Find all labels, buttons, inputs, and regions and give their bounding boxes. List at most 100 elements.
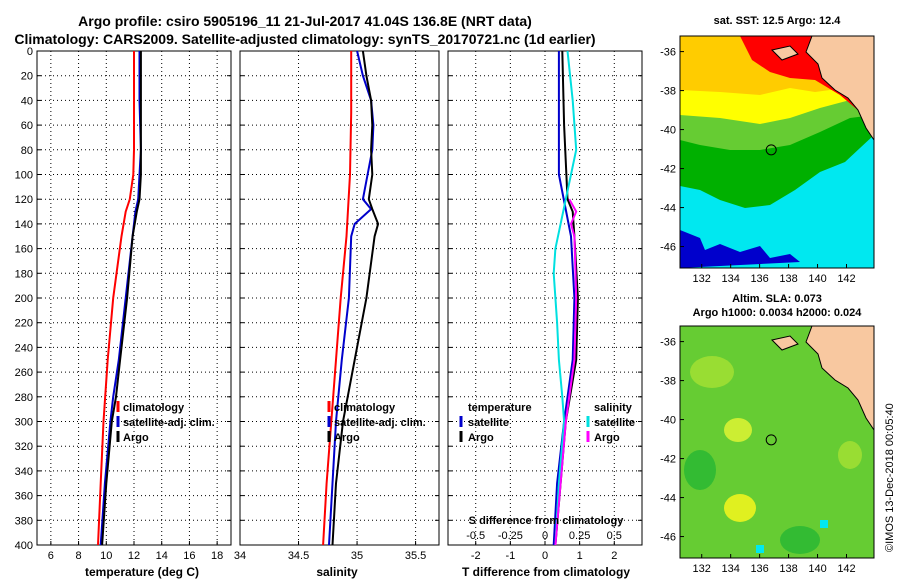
x-tick-label: 35.5 [405, 550, 426, 562]
y-tick-label: 80 [21, 145, 33, 157]
legend-climatology: climatology [123, 402, 185, 414]
map-x-tick-label: 136 [750, 563, 768, 575]
legend-salinity-header: salinity [594, 402, 633, 414]
series-line [331, 50, 380, 546]
map-y-tick-label: -36 [660, 47, 676, 59]
sla-map-panel: Altim. SLA: 0.073 Argo h1000: 0.0034 h20… [660, 293, 875, 575]
y-tick-label: 260 [15, 367, 33, 379]
sst-map-panel: sat. SST: 12.5 Argo: 12.4 132 134 136 138 14… [660, 15, 875, 285]
title-line-1: Argo profile: csiro 5905196_11 21-Jul-20… [78, 13, 532, 29]
y-tick-label: 200 [15, 293, 33, 305]
legend-satellite-adj: satellite-adj. clim. [123, 417, 215, 429]
map-y-tick-label: -40 [660, 125, 676, 137]
map-y-tick-label: -38 [660, 86, 676, 98]
legend-argo: Argo [123, 432, 149, 444]
salinity-xlabel: salinity [316, 565, 358, 579]
map-y-tick-label: -46 [660, 242, 676, 254]
legend-temperature-header: temperature [468, 402, 532, 414]
s-diff-label: S difference from climatology [469, 515, 625, 527]
salinity-panel: 34 34.5 35 35.5 salinity climatology satell… [234, 50, 440, 579]
sst-argo-marker [765, 144, 777, 156]
series-line [101, 51, 142, 546]
legend-t-satellite: satellite [468, 417, 509, 429]
map-y-tick-label: -36 [660, 337, 676, 349]
legend-argo-2: Argo [334, 432, 360, 444]
x-tick-label: 8 [76, 550, 82, 562]
map-x-tick-label: 136 [750, 273, 768, 285]
x-tick-label: -2 [471, 550, 481, 562]
map-x-tick-label: 132 [693, 563, 711, 575]
map-x-tick-label: 132 [693, 273, 711, 285]
legend-s-argo: Argo [594, 432, 620, 444]
y-tick-label: 40 [21, 95, 33, 107]
map-y-tick-label: -42 [660, 164, 676, 176]
difference-legend: temperature satellite Argo salinity sate… [459, 402, 635, 444]
x-top-tick-label: 0.5 [607, 530, 622, 542]
x-tick-label: 34 [234, 550, 246, 562]
imos-watermark: ©IMOS 13-Dec-2018 00:05:40 [884, 403, 896, 552]
map-x-tick-label: 140 [808, 273, 826, 285]
map-y-tick-label: -42 [660, 454, 676, 466]
x-tick-label: 0 [542, 550, 548, 562]
series-line [554, 198, 578, 546]
series-line [552, 50, 578, 546]
y-tick-label: 120 [15, 194, 33, 206]
sla-map-title-1: Altim. SLA: 0.073 [732, 293, 822, 305]
x-tick-label: 18 [211, 550, 223, 562]
legend-s-satellite: satellite [594, 417, 635, 429]
y-tick-label: 0 [27, 46, 33, 58]
map-y-tick-label: -44 [660, 203, 676, 215]
x-tick-label: 16 [183, 550, 195, 562]
y-tick-label: 240 [15, 342, 33, 354]
temperature-legend: climatology satellite-adj. clim. Argo [116, 401, 215, 444]
legend-climatology-2: climatology [334, 402, 396, 414]
legend-t-argo: Argo [468, 432, 494, 444]
y-tick-label: 320 [15, 441, 33, 453]
sla-map-title-2: Argo h1000: 0.0034 h2000: 0.024 [693, 307, 863, 319]
y-tick-label: 280 [15, 392, 33, 404]
y-tick-label: 100 [15, 170, 33, 182]
y-tick-label: 180 [15, 268, 33, 280]
map-x-tick-label: 142 [837, 273, 855, 285]
y-tick-label: 340 [15, 466, 33, 478]
y-tick-label: 300 [15, 417, 33, 429]
y-tick-label: 360 [15, 491, 33, 503]
series-line [97, 51, 135, 546]
y-tick-label: 400 [15, 540, 33, 552]
sla-argo-marker [765, 434, 777, 446]
legend-satellite-adj-2: satellite-adj. clim. [334, 417, 426, 429]
x-tick-label: 1 [577, 550, 583, 562]
sla-field [680, 326, 874, 558]
series-line [322, 51, 353, 546]
map-x-tick-label: 134 [721, 563, 739, 575]
y-tick-label: 20 [21, 71, 33, 83]
x-tick-label: 35 [351, 550, 363, 562]
x-tick-label: 14 [156, 550, 168, 562]
sst-field [680, 36, 874, 268]
x-top-tick-label: -0.25 [498, 530, 523, 542]
map-y-tick-label: -40 [660, 415, 676, 427]
series-line [552, 51, 576, 546]
temperature-xlabel: temperature (deg C) [85, 565, 199, 579]
x-tick-label: 2 [611, 550, 617, 562]
x-tick-label: -1 [505, 550, 515, 562]
x-top-tick-label: 0.25 [569, 530, 590, 542]
sst-map-title: sat. SST: 12.5 Argo: 12.4 [714, 15, 842, 27]
map-y-tick-label: -38 [660, 376, 676, 388]
title-line-2: Climatology: CARS2009. Satellite-adjuste… [14, 31, 595, 47]
salinity-legend: climatology satellite-adj. clim. Argo [327, 401, 426, 444]
map-x-tick-label: 138 [779, 273, 797, 285]
map-y-tick-label: -44 [660, 493, 676, 505]
map-x-tick-label: 140 [808, 563, 826, 575]
x-top-tick-label: -0.5 [466, 530, 485, 542]
map-x-tick-label: 138 [779, 563, 797, 575]
x-tick-label: 6 [48, 550, 54, 562]
x-tick-label: 34.5 [288, 550, 309, 562]
y-tick-label: 60 [21, 120, 33, 132]
map-y-tick-label: -46 [660, 532, 676, 544]
y-tick-label: 380 [15, 515, 33, 527]
t-diff-xlabel: T difference from climatology [462, 565, 630, 579]
x-top-tick-label: 0 [542, 530, 548, 542]
x-tick-label: 12 [128, 550, 140, 562]
